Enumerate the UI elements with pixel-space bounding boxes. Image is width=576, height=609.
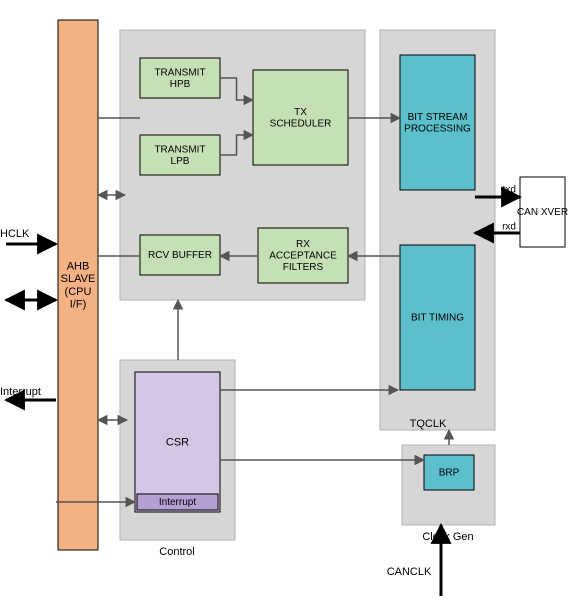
label-brp-0: BRP <box>439 468 460 479</box>
label-rxd: rxd <box>502 222 516 233</box>
box-tx_sched: TXSCHEDULER <box>253 70 348 165</box>
label-csr-0: CSR <box>166 437 189 449</box>
label-interrupt_box-0: Interrupt <box>159 497 196 508</box>
box-rcv_buf: RCV BUFFER <box>140 235 220 275</box>
label-canclk: CANCLK <box>387 566 432 578</box>
label-tx_hpb-0: TRANSMIT <box>154 67 205 78</box>
box-bit_stream: BIT STREAMPROCESSING <box>400 55 475 190</box>
label-tx_hpb-1: HPB <box>170 79 191 90</box>
label-rx_filt-2: FILTERS <box>283 262 324 273</box>
label-can_xver-0: CAN XVER <box>517 207 568 218</box>
label-bit_timing-0: BIT TIMING <box>411 313 464 324</box>
label-rcv_buf-0: RCV BUFFER <box>148 250 212 261</box>
box-brp: BRP <box>424 455 474 490</box>
box-interrupt_box: Interrupt <box>137 494 218 510</box>
label-tx_lpb-0: TRANSMIT <box>154 144 205 155</box>
label-tx_sched-1: SCHEDULER <box>270 118 332 129</box>
label-bit_stream-1: PROCESSING <box>404 123 471 134</box>
box-tx_lpb: TRANSMITLPB <box>140 135 220 175</box>
label-tx_lpb-1: LPB <box>171 156 190 167</box>
label-clockgen: Clock Gen <box>422 531 473 543</box>
label-bit_stream-0: BIT STREAM <box>408 112 468 123</box>
label-rx_filt-0: RX <box>296 239 310 250</box>
label-rx_filt-1: ACCEPTANCE <box>269 251 337 262</box>
label-ahb_slave-1: SLAVE <box>61 273 96 285</box>
label-control: Control <box>159 546 194 558</box>
label-txd: txd <box>503 185 516 196</box>
label-hclk: HCLK <box>0 228 30 240</box>
box-ahb_slave: AHBSLAVE(CPUI/F) <box>58 20 98 550</box>
box-rx_filt: RXACCEPTANCEFILTERS <box>258 228 348 283</box>
box-csr: CSR <box>135 372 220 512</box>
label-ahb_slave-2: (CPU <box>65 286 92 298</box>
label-ahb_slave-3: I/F) <box>70 299 87 311</box>
box-can_xver: CAN XVER <box>517 177 568 247</box>
box-tx_hpb: TRANSMITHPB <box>140 58 220 98</box>
label-tx_sched-0: TX <box>294 107 307 118</box>
label-tqclk: TQCLK <box>410 418 447 430</box>
box-bit_timing: BIT TIMING <box>400 245 475 390</box>
label-interrupt: Interrupt <box>0 386 41 398</box>
label-ahb_slave-0: AHB <box>67 261 90 273</box>
